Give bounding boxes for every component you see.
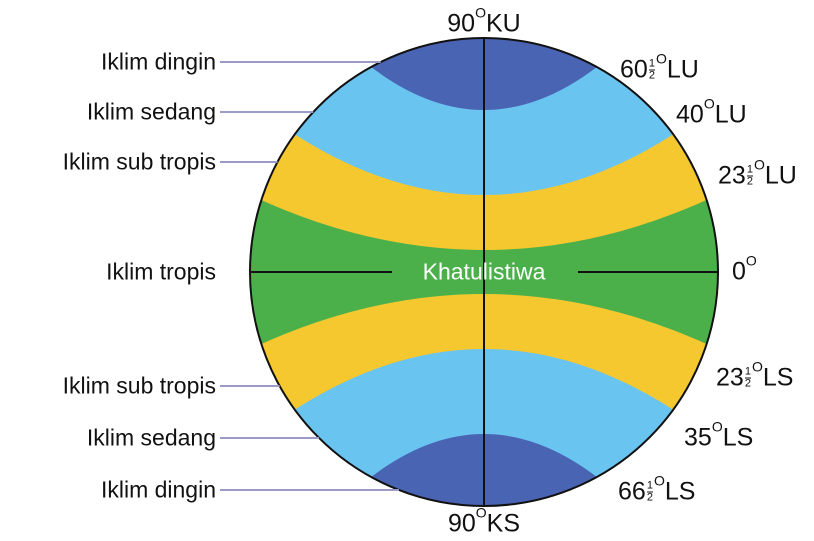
fraction-numerator: 1 — [744, 365, 751, 379]
degree-number: 35 — [684, 423, 712, 452]
latitude-label: 90 O KS — [447, 506, 521, 538]
degree-sign: O — [751, 358, 763, 375]
degree-sign: O — [711, 418, 723, 435]
latitude-label: 66 1 2 O LS — [618, 474, 696, 506]
degree-number: 23 — [716, 363, 744, 392]
zone-label: Iklim dingin — [100, 476, 216, 503]
fraction-numerator: 1 — [648, 57, 655, 71]
fraction-denominator: 2 — [648, 69, 655, 82]
zone-label: Iklim sedang — [86, 424, 216, 451]
hemisphere: KS — [486, 509, 521, 538]
degree-sign: O — [745, 252, 757, 269]
latitude-label: 90 O KU — [447, 6, 521, 38]
latitude-label: 23 1 2 O LU — [718, 158, 797, 190]
degree-sign: O — [753, 156, 765, 173]
latitude-label: 40 O LU — [676, 97, 747, 129]
hemisphere: LS — [762, 363, 794, 392]
zone-label: Iklim tropis — [106, 258, 216, 285]
latitude-label: 35 O LS — [684, 420, 754, 452]
degree-sign: O — [653, 472, 665, 489]
fraction-denominator: 2 — [646, 491, 653, 504]
zone-label: Iklim sub tropis — [62, 372, 216, 399]
fraction-numerator: 1 — [646, 479, 653, 493]
fraction-numerator: 1 — [746, 163, 753, 177]
degree-number: 66 — [618, 477, 646, 506]
degree-sign: O — [703, 95, 715, 112]
degree-number: 60 — [620, 55, 648, 84]
hemisphere: LU — [764, 161, 797, 190]
degree-sign: O — [655, 50, 667, 67]
latitude-label: 60 1 2 O LU — [620, 52, 699, 84]
zone-label: Iklim sub tropis — [62, 148, 216, 175]
degree-number: 23 — [718, 161, 746, 190]
fraction-denominator: 2 — [744, 377, 751, 390]
degree-number: 0 — [732, 257, 746, 286]
fraction-denominator: 2 — [746, 175, 753, 188]
equator-label: Khatulistiwa — [422, 258, 546, 285]
zone-label: Iklim sedang — [86, 98, 216, 125]
degree-sign: O — [475, 4, 486, 21]
degree-number: 40 — [676, 100, 704, 129]
degree-number: 90 — [447, 509, 476, 538]
degree-number: 90 — [447, 9, 476, 38]
hemisphere: KU — [485, 9, 521, 38]
hemisphere: LS — [664, 477, 696, 506]
hemisphere: LU — [714, 100, 747, 129]
latitude-label: 23 1 2 O LS — [716, 360, 794, 392]
degree-sign: O — [475, 504, 487, 521]
zone-label: Iklim dingin — [100, 48, 216, 75]
hemisphere: LS — [722, 423, 754, 452]
hemisphere: LU — [666, 55, 699, 84]
